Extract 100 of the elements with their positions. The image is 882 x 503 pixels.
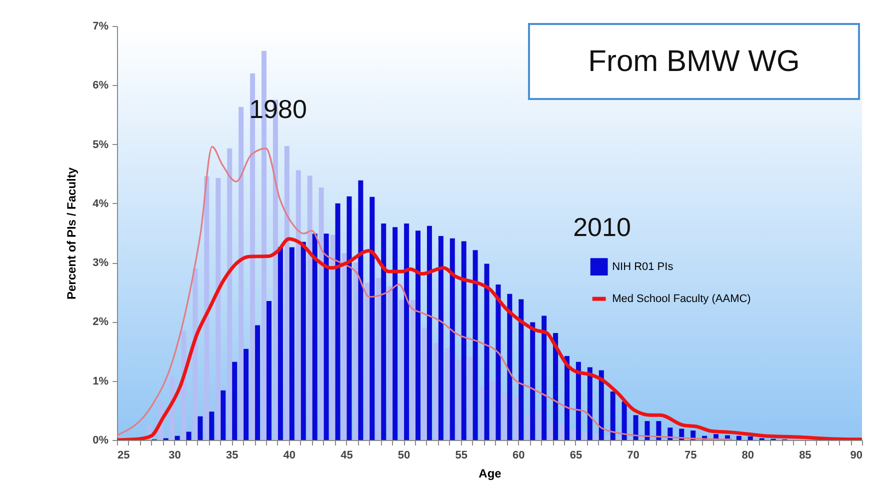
y-tick-label: 1% (92, 375, 109, 388)
bar (376, 278, 382, 440)
annotation: 2010 (573, 212, 631, 242)
bar (209, 412, 214, 440)
bar (628, 437, 634, 440)
bar (399, 300, 404, 440)
bar (518, 299, 524, 440)
bar (410, 300, 416, 440)
x-tick-label: 75 (684, 450, 697, 462)
bar (633, 415, 638, 440)
x-tick-label: 70 (627, 450, 640, 462)
y-tick-label: 0% (92, 434, 109, 446)
x-tick-label: 65 (570, 450, 582, 462)
bar (186, 432, 192, 440)
bar (644, 421, 650, 440)
bar (216, 178, 221, 440)
x-tick-label: 60 (512, 450, 525, 462)
bar (564, 356, 570, 440)
bar (490, 381, 496, 440)
bar (192, 268, 198, 440)
bar (330, 234, 336, 440)
bar (587, 367, 592, 440)
bar (542, 316, 547, 440)
bar (255, 325, 260, 440)
bar (416, 230, 420, 440)
x-axis-title: Age (478, 466, 502, 480)
bar (576, 362, 581, 440)
bar (616, 436, 622, 440)
bar (318, 187, 324, 440)
bar (736, 436, 742, 440)
bar (335, 203, 340, 440)
y-tick-label: 4% (92, 198, 109, 210)
x-tick-label: 25 (118, 450, 130, 462)
bar (502, 393, 508, 440)
y-axis-title: Percent of PIs / Faculty (64, 167, 79, 300)
bar (204, 176, 210, 440)
bar (461, 241, 466, 440)
bar (525, 415, 530, 440)
bar (278, 247, 283, 440)
bar (422, 328, 427, 440)
legend-label: NIH R01 PIs (612, 260, 674, 273)
bar (404, 224, 410, 440)
bar (426, 226, 432, 440)
bar (227, 148, 232, 440)
y-tick-label: 2% (92, 316, 109, 328)
bar (553, 332, 558, 440)
bar (388, 286, 393, 440)
x-tick-label: 90 (850, 450, 862, 462)
bar (353, 262, 358, 440)
bar (438, 236, 444, 440)
bar (570, 430, 576, 440)
y-tick-label: 6% (92, 80, 109, 92)
text-box: From BMW WG (528, 23, 860, 100)
bar (392, 227, 398, 440)
bar (496, 284, 501, 440)
bar (284, 146, 290, 440)
bar (582, 432, 588, 440)
bar (324, 234, 329, 440)
bar (468, 356, 473, 440)
bar (507, 294, 512, 440)
bar (560, 423, 564, 440)
x-tick-label: 35 (226, 450, 238, 462)
bar (364, 282, 370, 440)
legend-label: Med School Faculty (AAMC) (612, 292, 751, 305)
bar (370, 196, 375, 440)
bar (346, 196, 352, 440)
bar (748, 436, 753, 440)
bar (536, 410, 542, 440)
bar (456, 360, 462, 440)
bar (450, 238, 455, 440)
x-tick-label: 45 (340, 450, 353, 462)
bar (656, 421, 662, 440)
x-tick-label: 85 (799, 450, 812, 462)
bar (266, 301, 272, 440)
bar (433, 343, 438, 440)
bar (610, 392, 616, 440)
y-tick-label: 7% (92, 20, 109, 32)
bar (381, 224, 386, 440)
x-tick-label: 55 (455, 450, 468, 462)
y-tick-label: 3% (92, 257, 109, 270)
bar (594, 433, 599, 440)
bar (484, 264, 490, 440)
bar (232, 362, 238, 440)
bar (174, 436, 180, 440)
bar (444, 348, 450, 440)
bar (307, 176, 312, 440)
bar (198, 416, 203, 440)
bar (605, 435, 610, 440)
bar (300, 242, 306, 440)
bar (244, 348, 249, 440)
x-tick-label: 80 (742, 450, 754, 462)
bar (296, 170, 301, 440)
bar (548, 420, 554, 440)
bar (220, 390, 226, 440)
bar (342, 253, 347, 440)
x-tick-label: 50 (398, 450, 410, 462)
x-tick-label: 30 (168, 450, 181, 462)
bar (530, 322, 536, 440)
bar (479, 386, 484, 440)
bar (514, 397, 519, 440)
